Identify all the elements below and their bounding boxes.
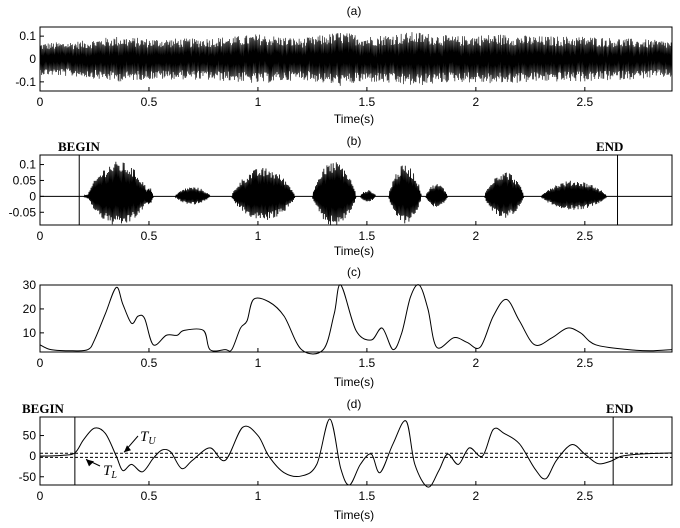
panel-b-xtick-label: 1.5	[359, 229, 376, 243]
panel-c-ytick-label: 10	[23, 326, 37, 340]
panel-a-waveform	[39, 32, 673, 86]
panel-b-ytick-label: -0.05	[9, 205, 37, 219]
panel-a-ytick-label: -0.1	[15, 75, 36, 89]
panel-b-segment	[425, 184, 448, 207]
panel-d-xtick-label: 1.5	[359, 489, 376, 503]
panel-d-tl-arrowhead	[86, 459, 94, 467]
panel-c-xtick-label: 2.5	[576, 356, 593, 370]
panel-a-xtick-label: 1.5	[359, 95, 376, 109]
panel-b-frame	[39, 154, 673, 226]
panel-b-xtick-label: 2	[473, 229, 480, 243]
panel-d-threshold-upper-label: TU	[140, 429, 156, 447]
panel-c-frame	[39, 284, 673, 353]
panel-a-ytick-label: 0	[29, 52, 36, 66]
panel-c-xtick-label: 0.5	[141, 356, 158, 370]
panel-c-xtick-label: 1.5	[359, 356, 376, 370]
panel-d-frame	[39, 416, 673, 486]
panel-b-plot	[40, 155, 672, 225]
panel-c-title: (c)	[347, 265, 361, 279]
panel-b-segment	[540, 180, 607, 210]
panel-a: (a) 0 0.5 1 1.5 2 2.5-0.100.1 Time(s)	[15, 4, 673, 126]
panel-c-xtick-label: 1	[255, 356, 262, 370]
panel-a-ytick-label: 0.1	[19, 29, 36, 43]
panel-c-ytick-label: 30	[23, 278, 37, 292]
panel-d-ytick-label: -50	[19, 470, 37, 484]
panel-b-ytick-label: 0	[29, 189, 36, 203]
panel-c-xtick-label: 2	[473, 356, 480, 370]
panel-b-xtick-label: 2.5	[576, 229, 593, 243]
panel-d-tu-arrowhead	[124, 445, 131, 453]
panel-d-xtick-label: 2	[473, 489, 480, 503]
panel-a-xtick-label: 1	[255, 95, 262, 109]
panel-d-begin-label: BEGIN	[22, 401, 65, 416]
panel-b-segment	[388, 165, 422, 224]
panel-b-segment	[360, 190, 376, 202]
panel-b-ytick-label: 0.1	[19, 158, 36, 172]
panel-b-end-label: END	[596, 139, 623, 154]
panel-c-plot	[39, 284, 673, 355]
panel-b-xtick-label: 0	[37, 229, 44, 243]
panel-d-tl-sub: L	[110, 470, 117, 481]
panel-b-ytick-label: 0.05	[13, 173, 37, 187]
panel-b-xtick-label: 1	[255, 229, 262, 243]
panel-d-tu-sub: U	[148, 436, 156, 447]
panel-b-segment	[144, 188, 154, 205]
panel-a-xtick-label: 0.5	[141, 95, 158, 109]
panel-c-ytick-label: 20	[23, 302, 37, 316]
panel-d-xlabel: Time(s)	[334, 508, 374, 522]
panel-b-xtick-label: 0.5	[141, 229, 158, 243]
panel-a-xtick-label: 0	[37, 95, 44, 109]
panel-d-xtick-label: 0.5	[141, 489, 158, 503]
panel-a-title: (a)	[347, 4, 362, 18]
panel-d-ytick-label: 50	[23, 429, 37, 443]
panel-c-ticks: 0 0.5 1 1.5 2 2.5 10 20 30	[23, 278, 594, 370]
panel-b-title: (b)	[347, 134, 362, 148]
panel-d-ytick-label: 0	[29, 449, 36, 463]
panel-a-xlabel: Time(s)	[334, 112, 374, 126]
panel-d-threshold-lower-label: TL	[103, 463, 117, 481]
panel-d-tl-main: T	[103, 463, 113, 479]
panel-b-segment	[231, 168, 296, 220]
panel-b-segment	[87, 161, 150, 225]
panel-d-title: (d)	[347, 397, 362, 411]
panel-d-xtick-label: 2.5	[576, 489, 593, 503]
panel-b-begin-label: BEGIN	[58, 139, 101, 154]
panel-b-segment	[484, 172, 525, 218]
panel-d-tu-main: T	[140, 429, 150, 445]
panel-d-end-label: END	[606, 401, 633, 416]
panel-d-xtick-label: 0	[37, 489, 44, 503]
panel-c-xtick-label: 0	[37, 356, 44, 370]
panel-d-xtick-label: 1	[255, 489, 262, 503]
panel-b-segment	[174, 187, 211, 205]
panel-a-plot	[39, 32, 673, 86]
panel-a-xtick-label: 2.5	[576, 95, 593, 109]
panel-a-ticks: 0 0.5 1 1.5 2 2.5-0.100.1	[15, 29, 593, 109]
panel-d-plot	[39, 417, 673, 488]
panel-d-curve	[39, 418, 673, 488]
panel-b-xlabel: Time(s)	[334, 244, 374, 258]
panel-c-xlabel: Time(s)	[334, 375, 374, 389]
panel-c: (c) 0 0.5 1 1.5 2 2.5 10 20 30 Time(s)	[23, 265, 673, 389]
panel-a-xtick-label: 2	[473, 95, 480, 109]
panel-c-curve	[39, 284, 673, 355]
panel-b-segment	[312, 162, 357, 225]
